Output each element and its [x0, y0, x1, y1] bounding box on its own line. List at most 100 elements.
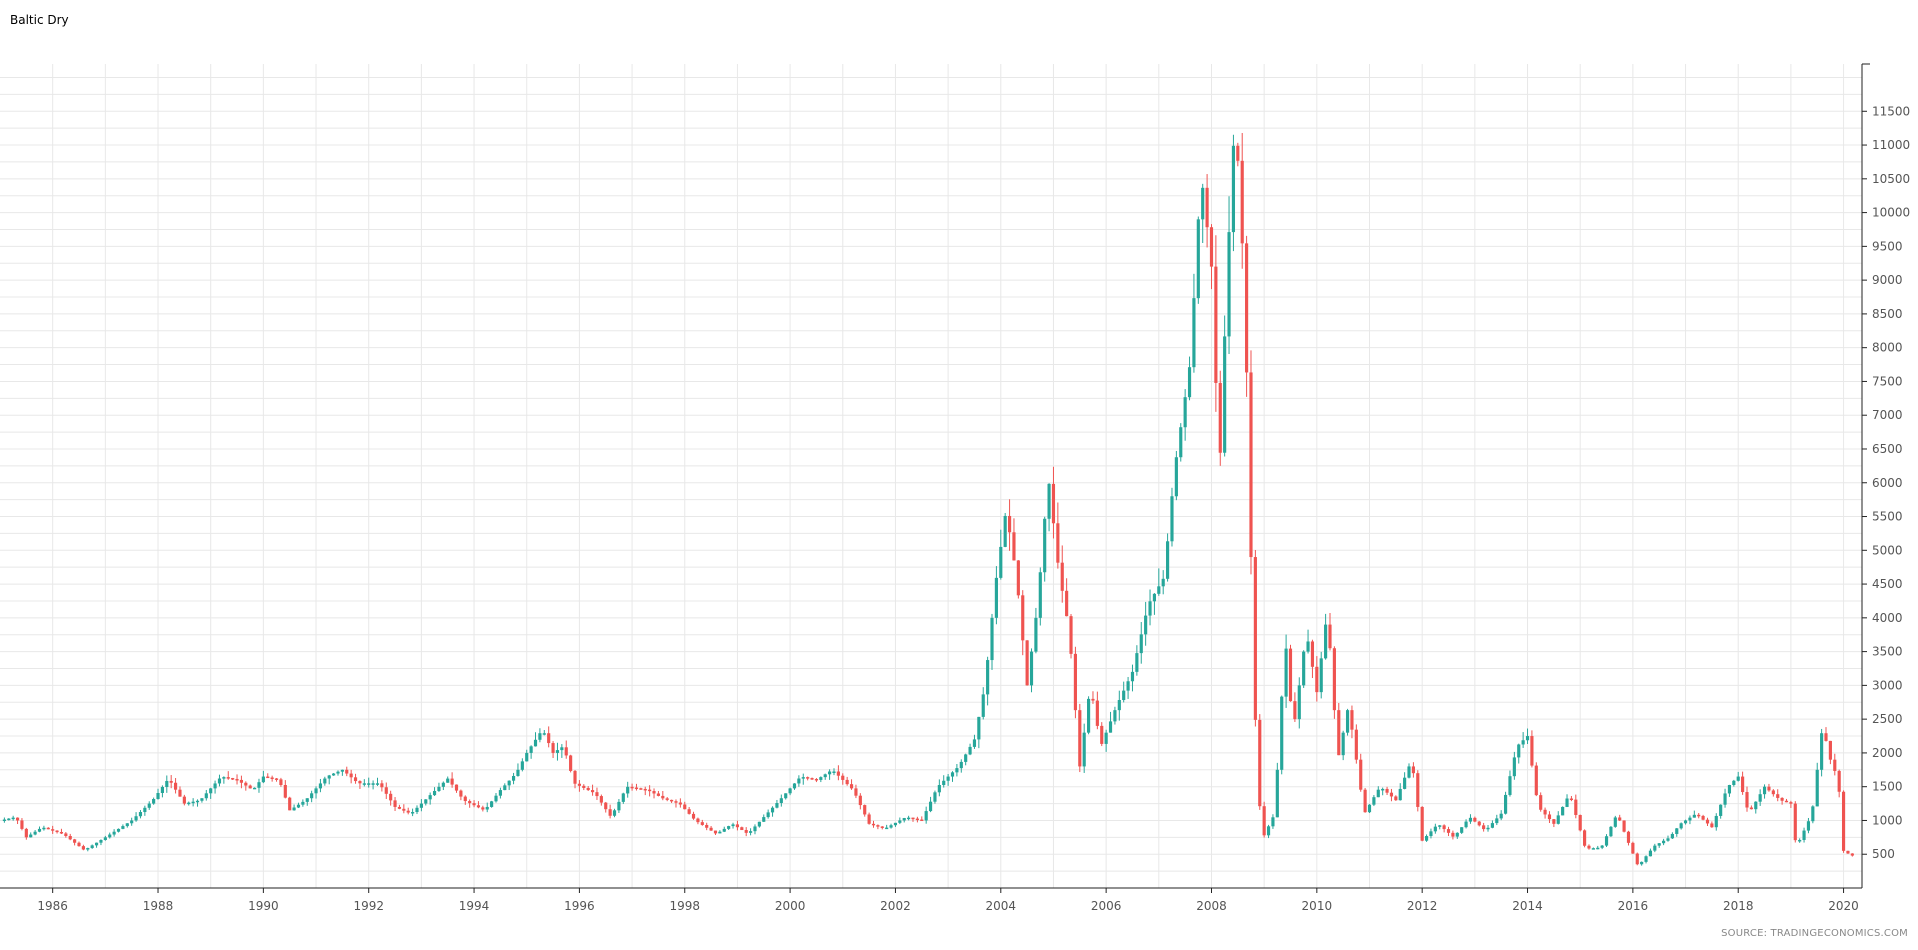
candle-body: [683, 804, 687, 810]
candle-body: [2, 819, 6, 822]
candle-body: [687, 809, 691, 814]
candle-body: [169, 780, 173, 783]
candle-body: [867, 814, 871, 824]
candle-body: [257, 782, 261, 788]
candle-body: [617, 801, 621, 811]
candle-body: [64, 833, 68, 836]
candle-body: [68, 835, 72, 840]
x-tick-label: 1998: [669, 899, 700, 913]
candle-body: [270, 777, 274, 779]
candle-body: [472, 803, 476, 806]
candle-body: [1811, 806, 1815, 822]
candle-body: [51, 829, 55, 831]
candle-body: [1161, 578, 1165, 587]
x-tick-label: 2002: [880, 899, 911, 913]
candle-body: [20, 820, 24, 829]
candle-body: [1007, 515, 1012, 533]
candle-body: [1762, 786, 1767, 795]
candle-body: [972, 739, 977, 747]
candle-body: [1223, 336, 1227, 453]
y-tick-label: 9000: [1872, 273, 1903, 287]
candle-body: [731, 824, 735, 827]
candle-body: [621, 793, 625, 802]
candle-body: [200, 798, 204, 801]
candle-body: [1021, 595, 1025, 641]
candle-body: [1587, 845, 1591, 849]
candle-body: [1029, 651, 1034, 686]
candle-body: [1350, 710, 1354, 730]
candle-body: [1073, 653, 1077, 711]
candle-body: [871, 823, 876, 826]
candle-body: [1302, 651, 1306, 686]
candle-body: [604, 802, 608, 810]
candle-body: [933, 792, 937, 802]
candle-body: [195, 800, 200, 803]
candle-body: [1047, 483, 1051, 519]
x-tick-label: 1996: [564, 899, 595, 913]
candle-body: [1345, 710, 1350, 733]
candle-body: [1043, 518, 1047, 573]
candle-body: [955, 768, 959, 773]
candle-body: [213, 783, 217, 789]
candle-body: [990, 617, 994, 661]
candle-body: [1403, 777, 1407, 789]
y-tick-label: 2500: [1872, 712, 1903, 726]
candle-body: [441, 782, 445, 787]
candle-body: [722, 828, 726, 832]
candle-body: [630, 786, 634, 789]
candle-body: [999, 546, 1003, 578]
candle-body: [814, 778, 819, 781]
candle-body: [77, 842, 81, 847]
candle-body: [327, 775, 331, 779]
x-tick-label: 2010: [1302, 899, 1333, 913]
candle-body: [112, 831, 116, 835]
candle-body: [253, 787, 257, 790]
candle-body: [340, 769, 344, 772]
candle-body: [1337, 710, 1341, 756]
candle-body: [1455, 832, 1459, 837]
candle-body: [942, 780, 946, 785]
axes: 500 1000 1500 2000 2500 3000 3500 4000 4500 5000 5…: [0, 63, 1910, 913]
candle-body: [1016, 560, 1020, 596]
candle-body: [1135, 653, 1139, 672]
candle-body: [244, 782, 248, 786]
y-tick-label: 5000: [1872, 543, 1903, 557]
candle-body: [656, 793, 660, 796]
candle-body: [55, 830, 59, 833]
candle-body: [797, 778, 801, 784]
candle-body: [1398, 788, 1402, 801]
y-tick-label: 4500: [1872, 577, 1903, 591]
candle-body: [1561, 806, 1565, 816]
candle-body: [1367, 804, 1372, 813]
candle-body: [1424, 836, 1429, 841]
y-tick-label: 10000: [1872, 206, 1910, 220]
candle-body: [323, 778, 327, 784]
candle-body: [173, 782, 178, 790]
y-tick-label: 1000: [1872, 813, 1903, 827]
candle-body: [740, 827, 744, 831]
candle-body: [1196, 219, 1200, 299]
candle-body: [222, 777, 226, 779]
candle-body: [1727, 785, 1732, 794]
candle-body: [560, 747, 564, 751]
candle-body: [806, 777, 810, 779]
candle-body: [380, 783, 384, 788]
candle-body: [709, 827, 713, 831]
candle-body: [138, 812, 143, 817]
candle-body: [1741, 776, 1745, 793]
candle-body: [15, 817, 20, 821]
candle-body: [595, 792, 599, 797]
candle-body: [1802, 830, 1806, 840]
candle-body: [1328, 624, 1332, 649]
candle-body: [1381, 788, 1385, 791]
candle-body: [889, 825, 893, 828]
candle-body: [121, 826, 125, 829]
candle-body: [643, 788, 647, 791]
candle-body: [143, 807, 147, 813]
candle-body: [1460, 827, 1464, 833]
candle-body: [314, 788, 318, 794]
candle-body: [226, 777, 230, 779]
candle-body: [424, 799, 428, 804]
y-tick-label: 4000: [1872, 611, 1903, 625]
candle-body: [1231, 145, 1236, 233]
